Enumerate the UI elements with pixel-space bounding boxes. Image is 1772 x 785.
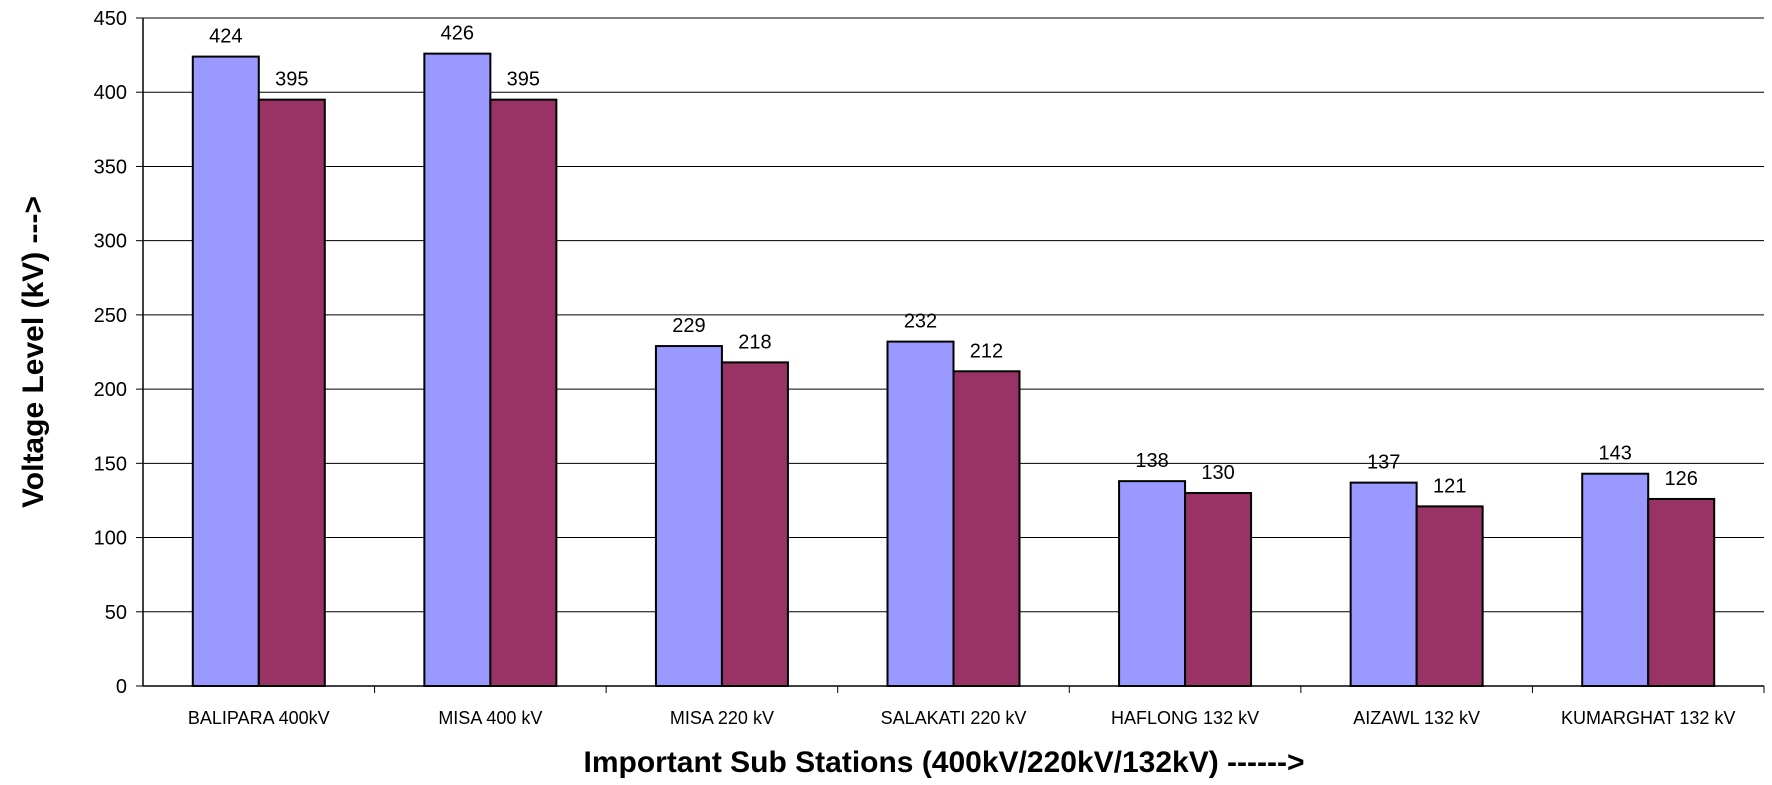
bar-series-2 (257, 98, 326, 687)
axes (136, 17, 1765, 693)
bar-series-2 (1415, 505, 1484, 688)
data-label: 138 (1135, 450, 1168, 472)
data-label: 212 (970, 340, 1003, 362)
bar-series-2 (1647, 497, 1716, 687)
y-tick-label: 50 (105, 602, 127, 624)
y-tick-label: 350 (94, 156, 127, 178)
data-label: 424 (209, 26, 242, 48)
y-tick-label: 200 (94, 379, 127, 401)
data-label: 426 (441, 23, 474, 45)
data-label: 130 (1201, 462, 1234, 484)
y-tick-label: 400 (94, 82, 127, 104)
x-category-labels: BALIPARA 400kV MISA 400 kV MISA 220 kV SALA… (188, 708, 1735, 728)
bar-series-1 (1349, 481, 1418, 687)
y-axis-title: Voltage Level (kV) ---> (17, 196, 50, 508)
y-tick-labels: 0 50 100 150 200 250 300 350 400 450 (94, 8, 127, 698)
x-category-label: MISA 400 kV (438, 708, 542, 728)
bar-series-2 (720, 361, 789, 687)
data-labels: 424 395 426 395 229 218 232 212 138 130 137 121 143 1… (209, 23, 1698, 498)
bar-series-1 (886, 340, 955, 687)
x-category-label: MISA 220 kV (670, 708, 774, 728)
data-label: 143 (1599, 443, 1632, 465)
bar-series-2 (489, 98, 558, 687)
y-tick-label: 150 (94, 453, 127, 475)
data-label: 395 (275, 69, 308, 91)
data-label: 137 (1367, 452, 1400, 474)
y-tick-label: 250 (94, 305, 127, 327)
x-category-label: AIZAWL 132 kV (1353, 708, 1480, 728)
bar-series-2 (1184, 492, 1253, 687)
x-category-label: KUMARGHAT 132 kV (1561, 708, 1735, 728)
y-tick-label: 300 (94, 231, 127, 253)
x-category-label: BALIPARA 400kV (188, 708, 330, 728)
data-label: 229 (672, 315, 705, 337)
bar-series-1 (654, 345, 723, 687)
data-label: 395 (507, 69, 540, 91)
x-category-label: HAFLONG 132 kV (1111, 708, 1259, 728)
x-category-label: SALAKATI 220 kV (881, 708, 1027, 728)
data-label: 232 (904, 311, 937, 333)
y-tick-label: 0 (116, 676, 127, 698)
bar-series-1 (1581, 472, 1650, 688)
y-tick-label: 100 (94, 528, 127, 550)
y-tick-label: 450 (94, 8, 127, 30)
bar-series-1 (1118, 480, 1187, 687)
x-axis-title: Important Sub Stations (400kV/220kV/132k… (583, 746, 1304, 779)
bars (191, 52, 1716, 688)
bar-series-2 (952, 370, 1021, 687)
data-label: 126 (1665, 468, 1698, 490)
data-label: 121 (1433, 475, 1466, 497)
bar-series-1 (191, 55, 260, 687)
data-label: 218 (738, 331, 771, 353)
grid-lines (143, 17, 1764, 613)
bar-series-1 (423, 52, 492, 688)
